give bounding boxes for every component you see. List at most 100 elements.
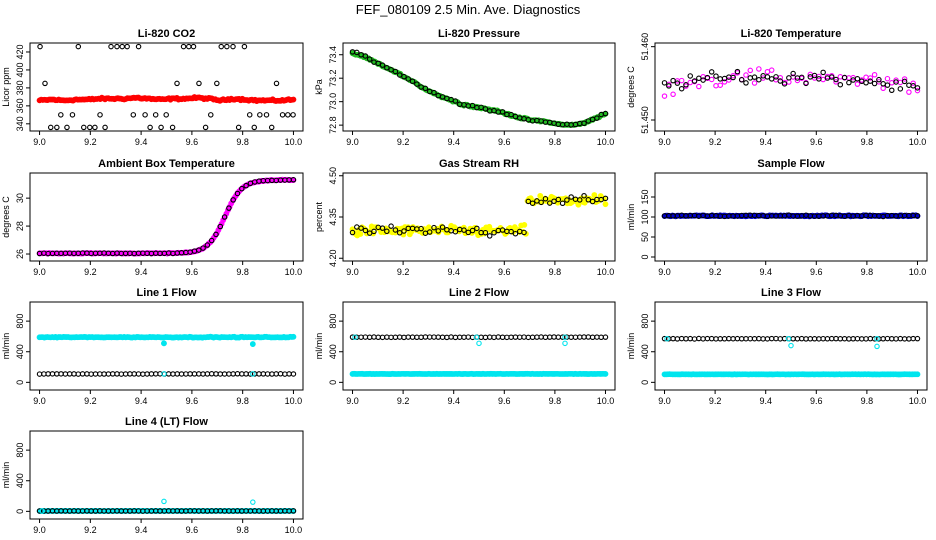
plot-frame xyxy=(654,301,928,391)
y-tick-label: 28 xyxy=(15,221,25,231)
y-tick-label: 0 xyxy=(15,509,25,514)
data-point xyxy=(200,371,206,377)
data-point xyxy=(58,112,64,118)
x-tick-label: 10.0 xyxy=(597,267,615,277)
data-point xyxy=(45,371,51,377)
data-point xyxy=(230,43,236,50)
data-point xyxy=(602,371,609,377)
chart-panel-10: Line 4 (LT) Flow ml/min 9.0 9.2 9.4 9.6 9.8 10.… xyxy=(1,416,304,535)
y-tick-label: 4.20 xyxy=(328,249,338,267)
data-points xyxy=(36,43,297,131)
data-point xyxy=(371,334,377,340)
data-point xyxy=(491,229,497,236)
data-point xyxy=(285,112,291,118)
x-tick-label: 9.4 xyxy=(135,267,148,277)
x-tick-label: 9.8 xyxy=(549,137,562,147)
data-point xyxy=(392,227,399,233)
data-point xyxy=(751,80,758,86)
data-point xyxy=(670,335,676,342)
x-tick-label: 9.6 xyxy=(498,396,511,406)
x-tick-label: 9.6 xyxy=(186,267,199,277)
data-point xyxy=(704,74,711,81)
data-point xyxy=(174,80,180,87)
data-point xyxy=(465,229,472,236)
data-point xyxy=(144,371,150,377)
data-point xyxy=(54,371,60,377)
data-point xyxy=(717,82,724,88)
data-point xyxy=(777,336,784,342)
data-point xyxy=(224,43,230,50)
data-point xyxy=(114,43,120,50)
data-point xyxy=(170,371,176,377)
y-tick-label: 380 xyxy=(15,80,25,95)
x-tick-label: 9.0 xyxy=(346,267,359,277)
data-point xyxy=(39,508,45,514)
data-point xyxy=(414,81,420,87)
x-tick-label: 9.0 xyxy=(346,396,359,406)
data-point xyxy=(384,228,390,235)
data-point xyxy=(846,336,852,342)
data-point xyxy=(717,76,724,82)
chart-panel-6: Sample Flow ml/min 9.0 9.2 9.4 9.6 9.8 10.0 0 50 1… xyxy=(626,158,928,277)
y-tick-label: 420 xyxy=(15,44,25,59)
x-tick-label: 10.0 xyxy=(597,396,615,406)
data-point xyxy=(405,76,412,82)
data-point xyxy=(41,371,47,377)
data-point xyxy=(747,67,754,74)
data-point xyxy=(357,231,364,237)
data-point xyxy=(250,499,256,505)
x-tick-label: 9.4 xyxy=(759,137,772,147)
data-point xyxy=(687,73,693,79)
data-point xyxy=(239,371,245,377)
data-point xyxy=(512,230,519,237)
data-point xyxy=(127,371,133,377)
data-point xyxy=(486,233,493,239)
data-point xyxy=(482,106,489,112)
data-point xyxy=(81,124,87,131)
data-point xyxy=(768,67,775,73)
data-point xyxy=(396,334,403,340)
data-point xyxy=(730,74,736,81)
data-point xyxy=(152,371,159,377)
data-point xyxy=(135,371,142,377)
data-point xyxy=(674,80,681,86)
data-point xyxy=(764,74,771,80)
data-point xyxy=(495,334,502,340)
data-point xyxy=(591,192,598,198)
data-point xyxy=(897,335,904,342)
data-point xyxy=(161,340,167,347)
y-tick-label: 73.4 xyxy=(328,46,338,64)
y-tick-label: 30 xyxy=(15,193,25,203)
data-point xyxy=(64,124,70,131)
chart-title: Line 2 Flow xyxy=(449,287,509,299)
data-point xyxy=(161,371,167,377)
data-point xyxy=(833,79,839,85)
data-point xyxy=(661,80,668,86)
x-tick-label: 9.4 xyxy=(135,525,148,535)
data-point xyxy=(97,112,103,118)
data-point xyxy=(217,371,224,377)
x-tick-label: 9.8 xyxy=(549,267,562,277)
data-point xyxy=(691,336,698,342)
data-point xyxy=(279,112,286,118)
data-point xyxy=(375,60,381,67)
data-point xyxy=(49,371,56,377)
data-point xyxy=(756,66,762,72)
data-point xyxy=(371,228,377,235)
x-tick-label: 9.6 xyxy=(810,267,823,277)
x-tick-label: 9.6 xyxy=(810,137,823,147)
x-tick-label: 9.4 xyxy=(759,267,772,277)
x-tick-label: 9.8 xyxy=(236,137,249,147)
data-point xyxy=(208,237,215,244)
data-point xyxy=(66,371,73,377)
data-point xyxy=(431,89,437,96)
data-point xyxy=(743,72,749,78)
data-point xyxy=(384,65,390,71)
x-tick-label: 9.2 xyxy=(709,396,722,406)
data-point xyxy=(230,371,236,377)
data-point xyxy=(191,371,198,377)
data-points xyxy=(349,192,609,239)
data-points xyxy=(661,335,921,378)
data-point xyxy=(250,341,256,347)
chart-title: Line 1 Flow xyxy=(137,287,197,299)
